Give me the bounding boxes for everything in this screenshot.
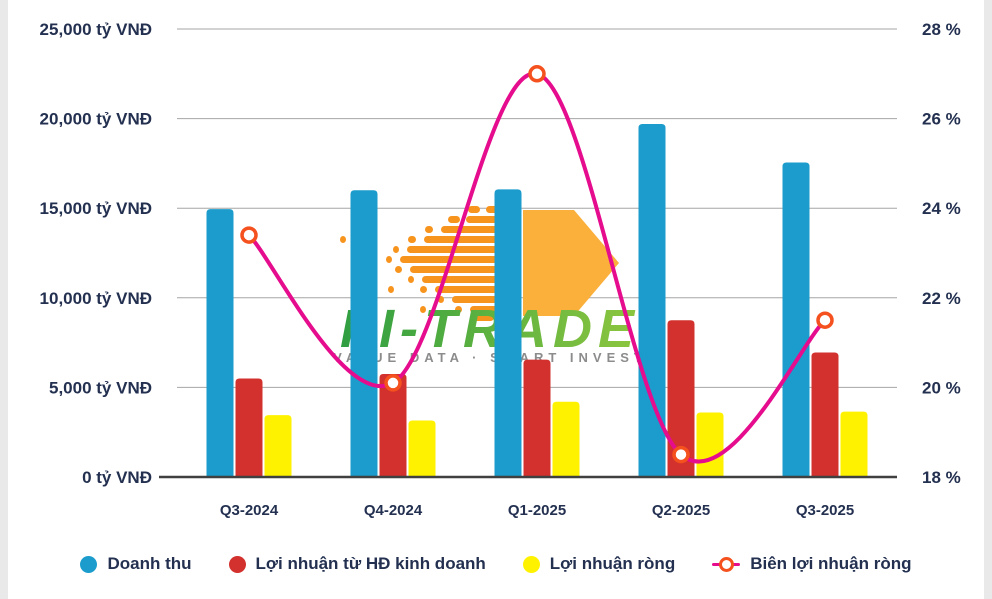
net-margin-marker-Q3-2024 — [240, 226, 258, 244]
line-series-marker-icon — [712, 556, 741, 572]
watermark-speed-dash-icon — [400, 256, 516, 263]
watermark-arrow-icon — [523, 210, 619, 316]
watermark-speed-dash-icon — [472, 314, 494, 321]
bar-2-Q4-2024 — [408, 420, 436, 477]
loi-nhuan-rong-swatch-icon — [522, 555, 540, 573]
watermark-brand: FI-TRADE — [340, 299, 640, 359]
legend-label: Lợi nhuận ròng — [549, 554, 676, 573]
y-axis-left-label: 25,000 tỷ VNĐ — [40, 20, 152, 39]
watermark-speed-dash-icon — [388, 286, 394, 293]
y-axis-left-label: 0 tỷ VNĐ — [82, 468, 152, 487]
watermark-speed-dash-icon — [470, 306, 500, 313]
legend-item-loi-nhuan-rong[interactable]: Lợi nhuận ròng — [522, 554, 676, 574]
watermark-speed-dash-icon — [455, 306, 462, 313]
net-margin-marker-Q2-2025 — [672, 445, 690, 464]
axis-labels: 0 tỷ VNĐ 5,000 tỷ VNĐ 10,000 tỷ VNĐ 15,000 … — [40, 20, 961, 519]
page-left-margin — [0, 0, 8, 599]
net-margin-marker-Q4-2024 — [384, 374, 402, 392]
bar-1-Q4-2024 — [379, 373, 407, 477]
bar-2-Q1-2025 — [552, 401, 580, 477]
x-axis-label: Q1-2025 — [508, 502, 566, 519]
bar-2-Q3-2025 — [840, 411, 868, 477]
bar-0-Q3-2025 — [782, 162, 810, 477]
x-axis-label: Q3-2024 — [220, 502, 279, 519]
x-axis-label: Q2-2025 — [652, 502, 710, 519]
watermark-tagline: VALUE DATA · SMART INVEST — [333, 350, 647, 365]
watermark-speed-dash-icon — [386, 256, 392, 263]
bar-2-Q2-2025 — [696, 412, 724, 477]
watermark-speed-dash-icon — [410, 266, 514, 273]
bar-0-Q2-2025 — [638, 123, 666, 477]
y-axis-right-label: 28 % — [922, 20, 961, 39]
watermark-speed-dash-icon — [393, 246, 399, 253]
doanh-thu-swatch-icon — [80, 555, 98, 573]
watermark-speed-dash-icon — [420, 306, 426, 313]
watermark-speed-dash-icon — [408, 276, 414, 283]
x-axis-label: Q3-2025 — [796, 502, 854, 519]
watermark-speed-dash-icon — [395, 266, 402, 273]
y-axis-left-label: 15,000 tỷ VNĐ — [40, 199, 152, 218]
y-axis-right-label: 26 % — [922, 110, 961, 129]
net-margin-marker-Q1-2025 — [528, 65, 546, 83]
y-axis-left-label: 5,000 tỷ VNĐ — [49, 378, 152, 397]
watermark-speed-dash-icon — [435, 286, 510, 293]
bar-0-Q3-2024 — [206, 209, 234, 477]
bar-0-Q1-2025 — [494, 189, 522, 477]
net-margin-marker-Q3-2025 — [816, 311, 834, 329]
legend-label: Biên lợi nhuận ròng — [750, 554, 912, 573]
legend-label: Doanh thu — [107, 554, 192, 573]
watermark-speed-dash-icon — [408, 236, 416, 243]
legend-label: Lợi nhuận từ HĐ kinh doanh — [255, 554, 486, 573]
watermark-speed-dash-icon — [340, 236, 346, 243]
chart-legend: Doanh thu Lợi nhuận từ HĐ kinh doanh Lợi… — [8, 540, 984, 588]
bar-1-Q3-2024 — [235, 378, 263, 477]
watermark-speed-dash-icon — [424, 236, 512, 243]
y-axis-right-label: 22 % — [922, 289, 961, 308]
y-axis-right-label: 20 % — [922, 378, 961, 397]
bar-1-Q3-2025 — [811, 352, 839, 477]
y-axis-left-label: 10,000 tỷ VNĐ — [40, 289, 152, 308]
legend-item-bien-loi-nhuan-rong[interactable]: Biên lợi nhuận ròng — [712, 554, 912, 574]
bar-1-Q2-2025 — [667, 320, 695, 477]
page-right-margin — [984, 0, 992, 599]
watermark-speed-dash-icon — [448, 216, 460, 223]
y-axis-right-label: 24 % — [922, 199, 961, 218]
watermark-speed-dash-icon — [452, 296, 506, 303]
y-axis-right-label: 18 % — [922, 468, 961, 487]
x-axis-label: Q4-2024 — [364, 502, 423, 519]
watermark-speed-dash-icon — [420, 286, 427, 293]
bars — [206, 123, 868, 477]
bar-2-Q3-2024 — [264, 415, 292, 477]
y-axis-left-label: 20,000 tỷ VNĐ — [40, 110, 152, 129]
legend-item-doanh-thu[interactable]: Doanh thu — [80, 554, 192, 574]
legend-item-loi-nhuan-hd-kinh-doanh[interactable]: Lợi nhuận từ HĐ kinh doanh — [228, 554, 486, 574]
loi-nhuan-hd-swatch-icon — [228, 555, 246, 573]
watermark-speed-dash-icon — [468, 206, 480, 213]
watermark-speed-dash-icon — [407, 246, 514, 253]
watermark-speed-dash-icon — [425, 226, 433, 233]
bar-0-Q4-2024 — [350, 190, 378, 477]
bar-1-Q1-2025 — [523, 359, 551, 477]
